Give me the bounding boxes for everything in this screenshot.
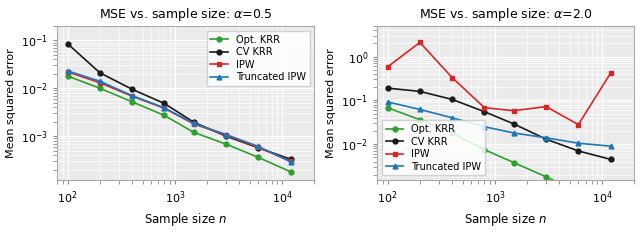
Opt. KRR [96, 87, 104, 90]
IPW [481, 106, 488, 109]
IPW [542, 105, 550, 108]
Truncated IPW [449, 116, 456, 119]
IPW [510, 109, 518, 112]
IPW [64, 70, 72, 73]
CV KRR [222, 135, 230, 138]
IPW [190, 123, 198, 125]
CV KRR [510, 122, 518, 125]
Opt. KRR [416, 118, 424, 121]
IPW [384, 66, 392, 68]
Truncated IPW [287, 161, 294, 163]
Line: IPW: IPW [65, 69, 293, 164]
CV KRR [161, 102, 168, 105]
Truncated IPW [222, 133, 230, 136]
Line: Opt. KRR: Opt. KRR [65, 73, 293, 174]
Truncated IPW [255, 145, 262, 148]
Truncated IPW [129, 94, 136, 97]
IPW [255, 146, 262, 149]
Opt. KRR [607, 213, 614, 216]
Opt. KRR [575, 191, 582, 194]
Opt. KRR [510, 161, 518, 164]
Y-axis label: Mean squared error: Mean squared error [326, 48, 335, 158]
CV KRR [542, 138, 550, 141]
IPW [416, 41, 424, 44]
CV KRR [575, 150, 582, 152]
Line: Truncated IPW: Truncated IPW [65, 69, 293, 164]
CV KRR [287, 158, 294, 161]
Truncated IPW [96, 80, 104, 83]
Opt. KRR [64, 75, 72, 77]
Truncated IPW [161, 106, 168, 109]
Truncated IPW [64, 69, 72, 72]
Title: MSE vs. sample size: $\alpha$=0.5: MSE vs. sample size: $\alpha$=0.5 [99, 6, 273, 22]
Legend: Opt. KRR, CV KRR, IPW, Truncated IPW: Opt. KRR, CV KRR, IPW, Truncated IPW [382, 120, 485, 176]
CV KRR [449, 98, 456, 101]
Truncated IPW [190, 122, 198, 125]
Truncated IPW [575, 142, 582, 145]
Opt. KRR [129, 100, 136, 103]
Opt. KRR [542, 176, 550, 178]
Line: Opt. KRR: Opt. KRR [385, 105, 613, 217]
CV KRR [607, 158, 614, 161]
Opt. KRR [287, 170, 294, 173]
IPW [129, 95, 136, 98]
Line: CV KRR: CV KRR [65, 41, 293, 162]
Title: MSE vs. sample size: $\alpha$=2.0: MSE vs. sample size: $\alpha$=2.0 [419, 6, 593, 22]
CV KRR [96, 71, 104, 74]
Legend: Opt. KRR, CV KRR, IPW, Truncated IPW: Opt. KRR, CV KRR, IPW, Truncated IPW [207, 31, 310, 86]
CV KRR [129, 88, 136, 91]
X-axis label: Sample size $n$: Sample size $n$ [465, 212, 547, 228]
CV KRR [481, 110, 488, 113]
Line: IPW: IPW [385, 40, 613, 127]
CV KRR [255, 146, 262, 149]
IPW [607, 72, 614, 74]
Opt. KRR [481, 148, 488, 151]
Opt. KRR [449, 132, 456, 134]
Truncated IPW [416, 108, 424, 111]
Truncated IPW [542, 136, 550, 139]
IPW [449, 76, 456, 79]
Line: Truncated IPW: Truncated IPW [385, 99, 613, 149]
CV KRR [416, 90, 424, 93]
IPW [287, 160, 294, 163]
IPW [161, 107, 168, 110]
X-axis label: Sample size $n$: Sample size $n$ [145, 212, 227, 228]
Opt. KRR [161, 114, 168, 117]
CV KRR [64, 42, 72, 45]
IPW [96, 81, 104, 84]
Opt. KRR [384, 106, 392, 109]
Truncated IPW [384, 101, 392, 103]
Opt. KRR [222, 143, 230, 146]
Truncated IPW [481, 125, 488, 128]
Y-axis label: Mean squared error: Mean squared error [6, 48, 15, 158]
Truncated IPW [607, 145, 614, 148]
IPW [575, 123, 582, 126]
CV KRR [190, 121, 198, 124]
Line: CV KRR: CV KRR [385, 86, 613, 162]
Opt. KRR [255, 156, 262, 159]
Opt. KRR [190, 131, 198, 134]
IPW [222, 134, 230, 136]
Truncated IPW [510, 132, 518, 134]
CV KRR [384, 87, 392, 90]
